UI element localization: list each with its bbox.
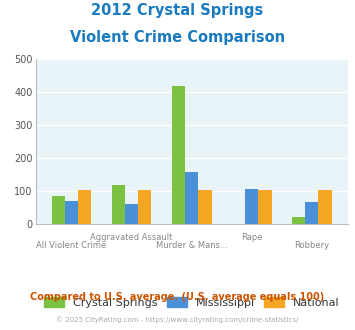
Bar: [125, 204, 138, 224]
Bar: [292, 217, 305, 224]
Bar: [138, 190, 152, 224]
Bar: [52, 196, 65, 224]
Bar: [185, 172, 198, 224]
Bar: [318, 190, 332, 224]
Bar: [172, 86, 185, 224]
Bar: [112, 185, 125, 224]
Text: Aggravated Assault: Aggravated Assault: [91, 233, 173, 242]
Bar: [198, 190, 212, 224]
Bar: [258, 190, 272, 224]
Legend: Crystal Springs, Mississippi, National: Crystal Springs, Mississippi, National: [40, 293, 344, 312]
Bar: [78, 190, 91, 224]
Bar: [245, 189, 258, 224]
Text: Rape: Rape: [241, 233, 263, 242]
Text: Murder & Mans...: Murder & Mans...: [156, 241, 228, 250]
Bar: [65, 201, 78, 224]
Text: Robbery: Robbery: [294, 241, 329, 250]
Text: Violent Crime Comparison: Violent Crime Comparison: [70, 30, 285, 45]
Bar: [305, 202, 318, 224]
Text: All Violent Crime: All Violent Crime: [37, 241, 106, 250]
Text: Compared to U.S. average. (U.S. average equals 100): Compared to U.S. average. (U.S. average …: [31, 292, 324, 302]
Text: © 2025 CityRating.com - https://www.cityrating.com/crime-statistics/: © 2025 CityRating.com - https://www.city…: [56, 317, 299, 323]
Text: 2012 Crystal Springs: 2012 Crystal Springs: [91, 3, 264, 18]
